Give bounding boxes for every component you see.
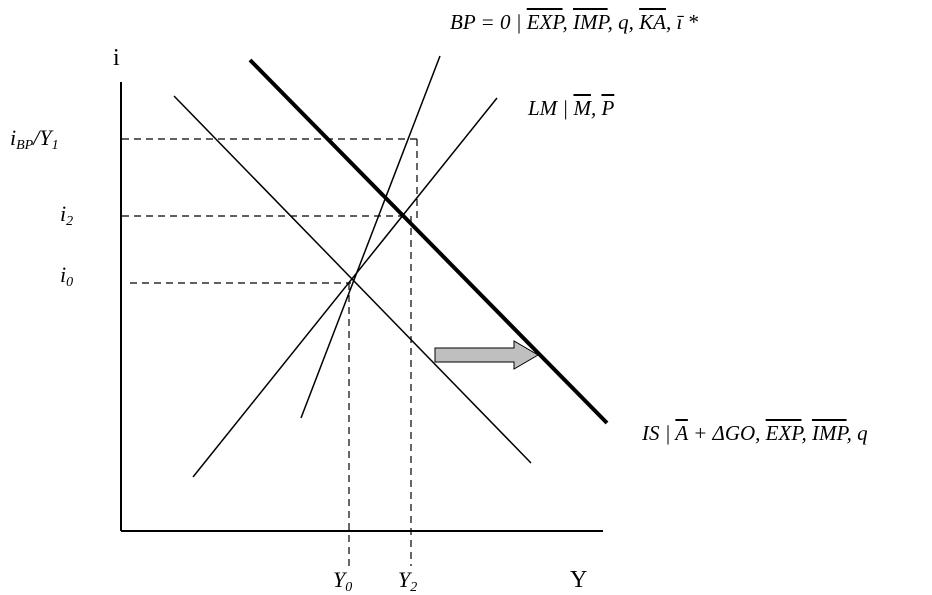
tick-label-y0: Y0 [333, 567, 353, 595]
tick-label-i0: i0 [60, 262, 74, 290]
shift-arrow [434, 340, 539, 370]
lm-curve-label: LM | M, P [528, 96, 615, 120]
tick-label-y2: Y2 [398, 567, 418, 595]
x-axis-label: Y [570, 567, 588, 593]
is-curve-initial [173, 95, 532, 464]
tick-label-ibp-y1: iBP/Y1 [10, 125, 59, 153]
lm-curve [192, 97, 498, 478]
is-curve-label: IS | A + ΔGO, EXP, IMP, q [642, 421, 868, 445]
is-curve-shifted [248, 58, 609, 425]
bp-curve [300, 55, 441, 419]
tick-label-i2: i2 [60, 201, 74, 229]
bp-curve-label: BP = 0 | EXP, IMP, q, KA, ī * [450, 10, 699, 34]
y-axis-label: i [113, 45, 120, 71]
